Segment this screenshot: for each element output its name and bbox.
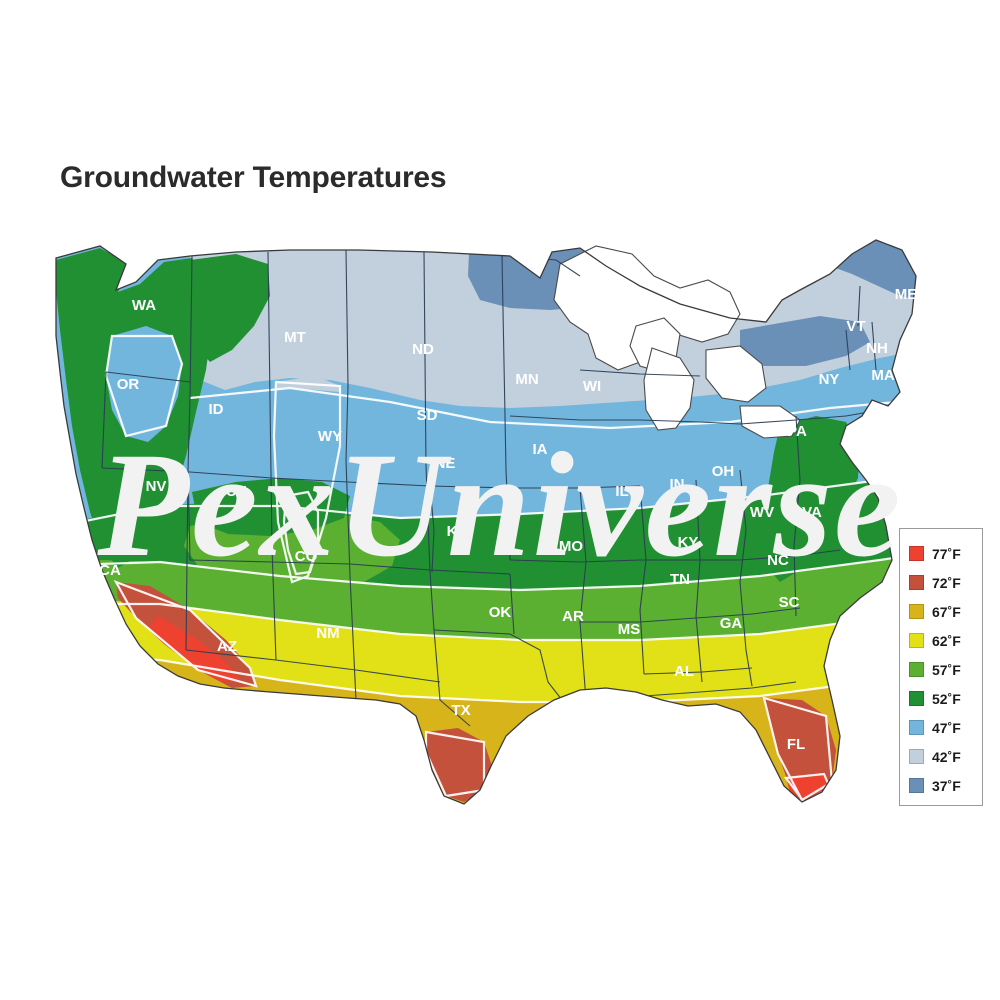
legend-item: 47˚F — [900, 713, 982, 742]
legend-item: 62˚F — [900, 626, 982, 655]
state-label-wa: WA — [132, 297, 156, 314]
state-label-mt: MT — [284, 329, 306, 346]
band-52-appalachian — [764, 416, 860, 582]
state-label-mn: MN — [515, 371, 538, 388]
state-label-ms: MS — [618, 621, 641, 638]
state-label-oh: OH — [712, 463, 735, 480]
legend-item: 42˚F — [900, 742, 982, 771]
legend-color-swatch — [909, 749, 924, 764]
state-label-co: CO — [295, 548, 318, 565]
state-label-ca: CA — [99, 562, 121, 579]
legend-label: 77˚F — [932, 545, 961, 562]
state-label-in: IN — [670, 476, 685, 493]
state-label-il: IL — [615, 483, 628, 500]
state-label-fl: FL — [787, 736, 805, 753]
temperature-legend: 77˚F 72˚F 67˚F 62˚F 57˚F 52˚F 47˚F 42˚F 37˚F — [899, 528, 983, 806]
state-label-id: ID — [209, 401, 224, 418]
legend-label: 62˚F — [932, 632, 961, 649]
state-label-va: VA — [802, 504, 822, 521]
legend-label: 57˚F — [932, 661, 961, 678]
band-77-socal-tip — [150, 616, 240, 682]
state-label-me: ME — [895, 286, 918, 303]
legend-label: 52˚F — [932, 690, 961, 707]
state-label-vt: VT — [846, 318, 865, 335]
legend-item: 52˚F — [900, 684, 982, 713]
state-label-ne: NE — [435, 455, 456, 472]
state-label-ny: NY — [819, 371, 840, 388]
legend-item: 57˚F — [900, 655, 982, 684]
legend-label: 42˚F — [932, 748, 961, 765]
legend-color-swatch — [909, 633, 924, 648]
state-label-nh: NH — [866, 340, 888, 357]
state-label-nd: ND — [412, 341, 434, 358]
legend-item: 67˚F — [900, 597, 982, 626]
state-label-ky: KY — [678, 534, 699, 551]
state-label-ok: OK — [489, 604, 512, 621]
legend-color-swatch — [909, 662, 924, 677]
band-47-or-basin — [106, 326, 182, 442]
band-47-midwest — [190, 388, 916, 502]
state-label-tn: TN — [670, 571, 690, 588]
state-label-pa: PA — [787, 423, 807, 440]
legend-color-swatch — [909, 546, 924, 561]
state-label-or: OR — [117, 376, 140, 393]
legend-color-swatch — [909, 778, 924, 793]
state-label-ar: AR — [562, 608, 584, 625]
state-label-wv: WV — [750, 504, 774, 521]
great-lakes — [553, 245, 801, 439]
state-label-az: AZ — [217, 638, 237, 655]
state-label-mo: MO — [559, 538, 583, 555]
us-outline — [55, 239, 917, 805]
legend-label: 37˚F — [932, 777, 961, 794]
legend-color-swatch — [909, 604, 924, 619]
band-52-idaho-edge — [190, 254, 270, 362]
state-label-nm: NM — [316, 625, 339, 642]
legend-item: 72˚F — [900, 568, 982, 597]
state-label-wi: WI — [583, 378, 601, 395]
state-label-tx: TX — [451, 702, 470, 719]
legend-item: 37˚F — [900, 771, 982, 800]
page-title: Groundwater Temperatures — [60, 161, 447, 194]
state-label-group: WA OR ID MT ND SD MN WI MI WY NV UT CO NE IA IL IN OH PA NY… — [99, 286, 917, 753]
legend-label: 72˚F — [932, 574, 961, 591]
state-label-nv: NV — [146, 478, 167, 495]
us-temperature-map: WA OR ID MT ND SD MN WI MI WY NV UT CO NE IA IL IN OH PA NY… — [40, 230, 920, 830]
legend-item: 77˚F — [900, 539, 982, 568]
state-label-la: LA — [576, 696, 596, 713]
state-label-nc: NC — [767, 552, 789, 569]
state-label-sd: SD — [417, 407, 438, 424]
legend-color-swatch — [909, 720, 924, 735]
state-label-sc: SC — [779, 594, 800, 611]
legend-label: 47˚F — [932, 719, 961, 736]
state-label-ga: GA — [720, 615, 743, 632]
state-label-ma: MA — [871, 367, 894, 384]
state-label-ut: UT — [226, 483, 246, 500]
band-37-ny — [740, 316, 870, 366]
state-label-ia: IA — [533, 441, 548, 458]
band-72-stexas — [426, 728, 492, 802]
contour-lines — [56, 334, 916, 804]
legend-color-swatch — [909, 575, 924, 590]
legend-label: 67˚F — [932, 603, 961, 620]
state-label-mi: MI — [665, 383, 682, 400]
state-label-wy: WY — [318, 428, 342, 445]
state-label-ks: KS — [447, 523, 468, 540]
legend-color-swatch — [909, 691, 924, 706]
state-label-al: AL — [674, 663, 694, 680]
